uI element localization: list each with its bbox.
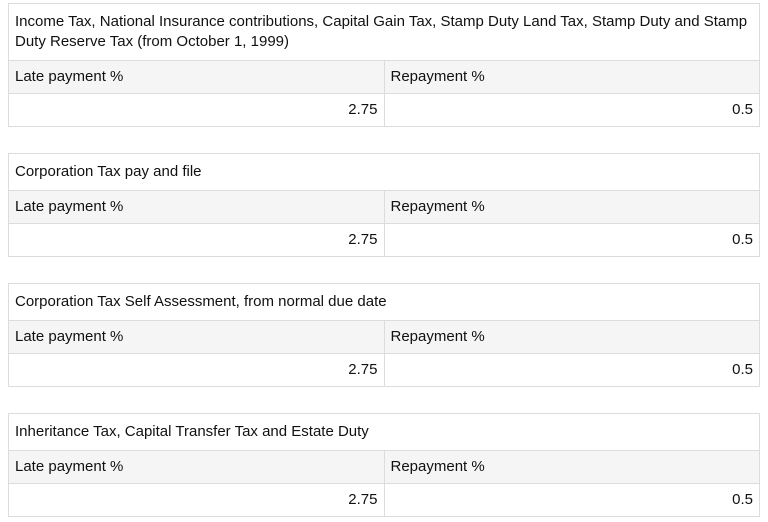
column-header-late-payment: Late payment % [8, 190, 385, 224]
header-row: Late payment % Repayment % [8, 320, 760, 354]
late-payment-value: 2.75 [8, 353, 385, 387]
rates-table-corporation-tax-self-assessment: Corporation Tax Self Assessment, from no… [8, 283, 760, 387]
caption-row: Income Tax, National Insurance contribut… [8, 3, 760, 61]
late-payment-value: 2.75 [8, 483, 385, 517]
value-row: 2.75 0.5 [8, 93, 760, 127]
caption-row: Corporation Tax Self Assessment, from no… [8, 283, 760, 321]
column-header-repayment: Repayment % [383, 320, 760, 354]
column-header-late-payment: Late payment % [8, 450, 385, 484]
column-header-repayment: Repayment % [383, 190, 760, 224]
rates-table-corporation-tax-pay-and-file: Corporation Tax pay and file Late paymen… [8, 153, 760, 257]
column-header-repayment: Repayment % [383, 60, 760, 94]
table-caption: Inheritance Tax, Capital Transfer Tax an… [8, 413, 760, 451]
table-caption: Income Tax, National Insurance contribut… [8, 3, 760, 61]
repayment-value: 0.5 [383, 223, 760, 257]
header-row: Late payment % Repayment % [8, 60, 760, 94]
value-row: 2.75 0.5 [8, 353, 760, 387]
rates-table-inheritance-tax: Inheritance Tax, Capital Transfer Tax an… [8, 413, 760, 517]
repayment-value: 0.5 [383, 483, 760, 517]
late-payment-value: 2.75 [8, 93, 385, 127]
rates-table-income-tax: Income Tax, National Insurance contribut… [8, 3, 760, 127]
repayment-value: 0.5 [383, 93, 760, 127]
caption-row: Inheritance Tax, Capital Transfer Tax an… [8, 413, 760, 451]
header-row: Late payment % Repayment % [8, 450, 760, 484]
caption-row: Corporation Tax pay and file [8, 153, 760, 191]
column-header-repayment: Repayment % [383, 450, 760, 484]
table-caption: Corporation Tax Self Assessment, from no… [8, 283, 760, 321]
header-row: Late payment % Repayment % [8, 190, 760, 224]
late-payment-value: 2.75 [8, 223, 385, 257]
column-header-late-payment: Late payment % [8, 320, 385, 354]
column-header-late-payment: Late payment % [8, 60, 385, 94]
table-caption: Corporation Tax pay and file [8, 153, 760, 191]
repayment-value: 0.5 [383, 353, 760, 387]
value-row: 2.75 0.5 [8, 223, 760, 257]
value-row: 2.75 0.5 [8, 483, 760, 517]
